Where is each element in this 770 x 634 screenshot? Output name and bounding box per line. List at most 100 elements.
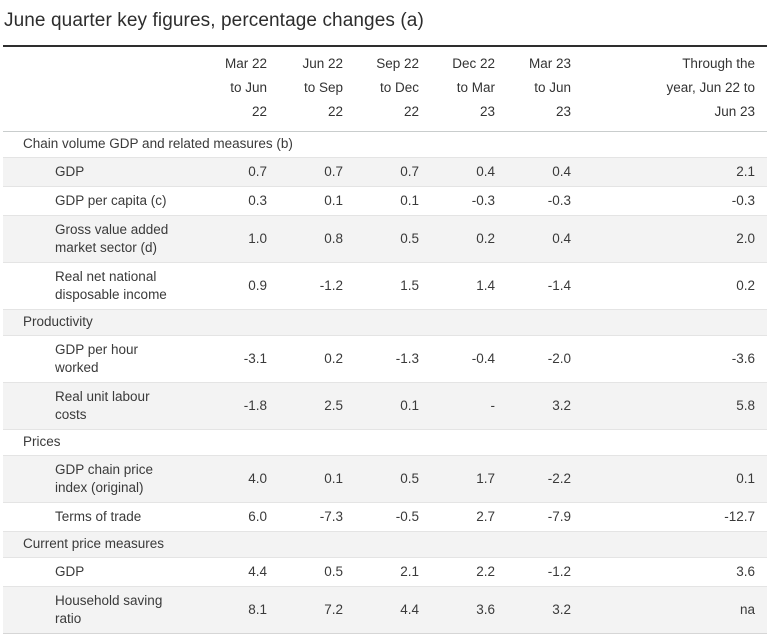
value-cell: 0.1 xyxy=(736,471,755,486)
value-cell: -12.7 xyxy=(724,509,755,524)
value-cell: -1.4 xyxy=(547,278,571,293)
row-label: GDP xyxy=(55,164,85,179)
value-cell: 5.8 xyxy=(736,398,755,413)
value-cell: 3.6 xyxy=(476,602,495,617)
value-cell: 0.9 xyxy=(248,278,267,293)
value-cell: 2.1 xyxy=(736,164,755,179)
value-cell: -0.3 xyxy=(731,193,755,208)
row-label: Terms of trade xyxy=(55,509,142,524)
table-row: GDP per hour worked -3.1 0.2 -1.3 -0.4 -2.0 -3… xyxy=(3,335,767,383)
row-label: Gross value added market sector (d) xyxy=(55,222,169,255)
value-cell: 4.4 xyxy=(248,564,267,579)
section-row: Chain volume GDP and related measures (b… xyxy=(3,132,767,158)
value-cell: 8.1 xyxy=(248,602,267,617)
value-cell: 0.2 xyxy=(324,351,343,366)
value-cell: 0.5 xyxy=(324,564,343,579)
value-cell: 2.0 xyxy=(736,231,755,246)
row-label: GDP per hour worked xyxy=(55,342,139,375)
page-title: June quarter key figures, percentage cha… xyxy=(4,10,424,31)
section-label: Current price measures xyxy=(23,536,165,551)
table-row: GDP 4.4 0.5 2.1 2.2 -1.2 3.6 xyxy=(3,557,767,587)
value-cell: 0.5 xyxy=(400,471,419,486)
value-cell: 0.2 xyxy=(736,278,755,293)
value-cell: -3.1 xyxy=(243,351,267,366)
value-cell: 0.4 xyxy=(552,164,571,179)
value-cell: -0.3 xyxy=(547,193,571,208)
key-figures-table: Mar 22 to Jun 22 Jun 22 to Sep 22 Sep 22 t… xyxy=(3,45,767,634)
value-cell: -2.2 xyxy=(547,471,571,486)
value-cell: 1.0 xyxy=(248,231,267,246)
value-cell: 3.6 xyxy=(736,564,755,579)
table-header: Mar 22 to Jun 22 Jun 22 to Sep 22 Sep 22 t… xyxy=(3,46,767,132)
row-label: Real unit labour costs xyxy=(55,389,150,422)
value-cell: 0.5 xyxy=(400,231,419,246)
section-row: Productivity xyxy=(3,309,767,336)
value-cell: 0.1 xyxy=(400,398,419,413)
column-header: Through the year, Jun 22 to Jun 23 xyxy=(666,56,755,119)
table-body: Chain volume GDP and related measures (b… xyxy=(3,132,767,634)
value-cell: 4.0 xyxy=(248,471,267,486)
section-label: Chain volume GDP and related measures (b… xyxy=(23,136,293,151)
value-cell: 0.4 xyxy=(552,231,571,246)
value-cell: -3.6 xyxy=(731,351,755,366)
column-header: Dec 22 to Mar 23 xyxy=(452,56,495,119)
value-cell: -7.3 xyxy=(319,509,343,524)
value-cell: 1.5 xyxy=(400,278,419,293)
table-row: Terms of trade 6.0 -7.3 -0.5 2.7 -7.9 -12.7 xyxy=(3,502,767,532)
header-row: Mar 22 to Jun 22 Jun 22 to Sep 22 Sep 22 t… xyxy=(3,46,767,132)
value-cell: 0.1 xyxy=(400,193,419,208)
value-cell: 2.1 xyxy=(400,564,419,579)
table-row: GDP per capita (c) 0.3 0.1 0.1 -0.3 -0.3 -0.3 xyxy=(3,186,767,216)
value-cell: - xyxy=(490,398,496,413)
value-cell: 3.2 xyxy=(552,398,571,413)
section-row: Current price measures xyxy=(3,531,767,558)
section-label: Prices xyxy=(23,434,61,449)
column-header: Mar 23 to Jun 23 xyxy=(528,56,571,119)
value-cell: -0.4 xyxy=(471,351,495,366)
value-cell: 2.2 xyxy=(476,564,495,579)
value-cell: na xyxy=(739,602,755,617)
section-label: Productivity xyxy=(23,314,93,329)
row-label: Real net national disposable income xyxy=(55,269,167,302)
value-cell: 2.7 xyxy=(476,509,495,524)
value-cell: -1.8 xyxy=(243,398,267,413)
value-cell: 0.8 xyxy=(324,231,343,246)
value-cell: -0.5 xyxy=(395,509,419,524)
table-row: GDP chain price index (original) 4.0 0.1 0.… xyxy=(3,455,767,503)
table-row: Real net national disposable income 0.9 -1… xyxy=(3,262,767,310)
table-row: Household saving ratio 8.1 7.2 4.4 3.6 3.2 na xyxy=(3,586,767,634)
value-cell: 1.7 xyxy=(476,471,495,486)
column-header: Mar 22 to Jun 22 xyxy=(224,56,267,119)
value-cell: 7.2 xyxy=(324,602,343,617)
column-header: Sep 22 to Dec 22 xyxy=(376,56,419,119)
row-label: Household saving ratio xyxy=(55,593,163,626)
value-cell: 0.2 xyxy=(476,231,495,246)
table-row: Gross value added market sector (d) 1.0 0.… xyxy=(3,215,767,263)
value-cell: 4.4 xyxy=(400,602,419,617)
table-row: GDP 0.7 0.7 0.7 0.4 0.4 2.1 xyxy=(3,157,767,187)
row-label: GDP xyxy=(55,564,85,579)
value-cell: 6.0 xyxy=(248,509,267,524)
value-cell: -1.2 xyxy=(547,564,571,579)
value-cell: 0.1 xyxy=(324,193,343,208)
value-cell: 2.5 xyxy=(324,398,343,413)
value-cell: -7.9 xyxy=(547,509,571,524)
header-corner-cell xyxy=(3,46,199,132)
value-cell: -2.0 xyxy=(547,351,571,366)
value-cell: -1.2 xyxy=(319,278,343,293)
value-cell: 0.1 xyxy=(324,471,343,486)
value-cell: -0.3 xyxy=(471,193,495,208)
table-row: Real unit labour costs -1.8 2.5 0.1 - 3.2 5.8 xyxy=(3,382,767,430)
section-row: Prices xyxy=(3,429,767,456)
value-cell: 0.7 xyxy=(324,164,343,179)
value-cell: 1.4 xyxy=(476,278,495,293)
row-label: GDP per capita (c) xyxy=(55,193,167,208)
value-cell: 0.7 xyxy=(248,164,267,179)
value-cell: 3.2 xyxy=(552,602,571,617)
value-cell: 0.4 xyxy=(476,164,495,179)
value-cell: 0.3 xyxy=(248,193,267,208)
column-header: Jun 22 to Sep 22 xyxy=(302,56,343,119)
value-cell: 0.7 xyxy=(400,164,419,179)
value-cell: -1.3 xyxy=(395,351,419,366)
